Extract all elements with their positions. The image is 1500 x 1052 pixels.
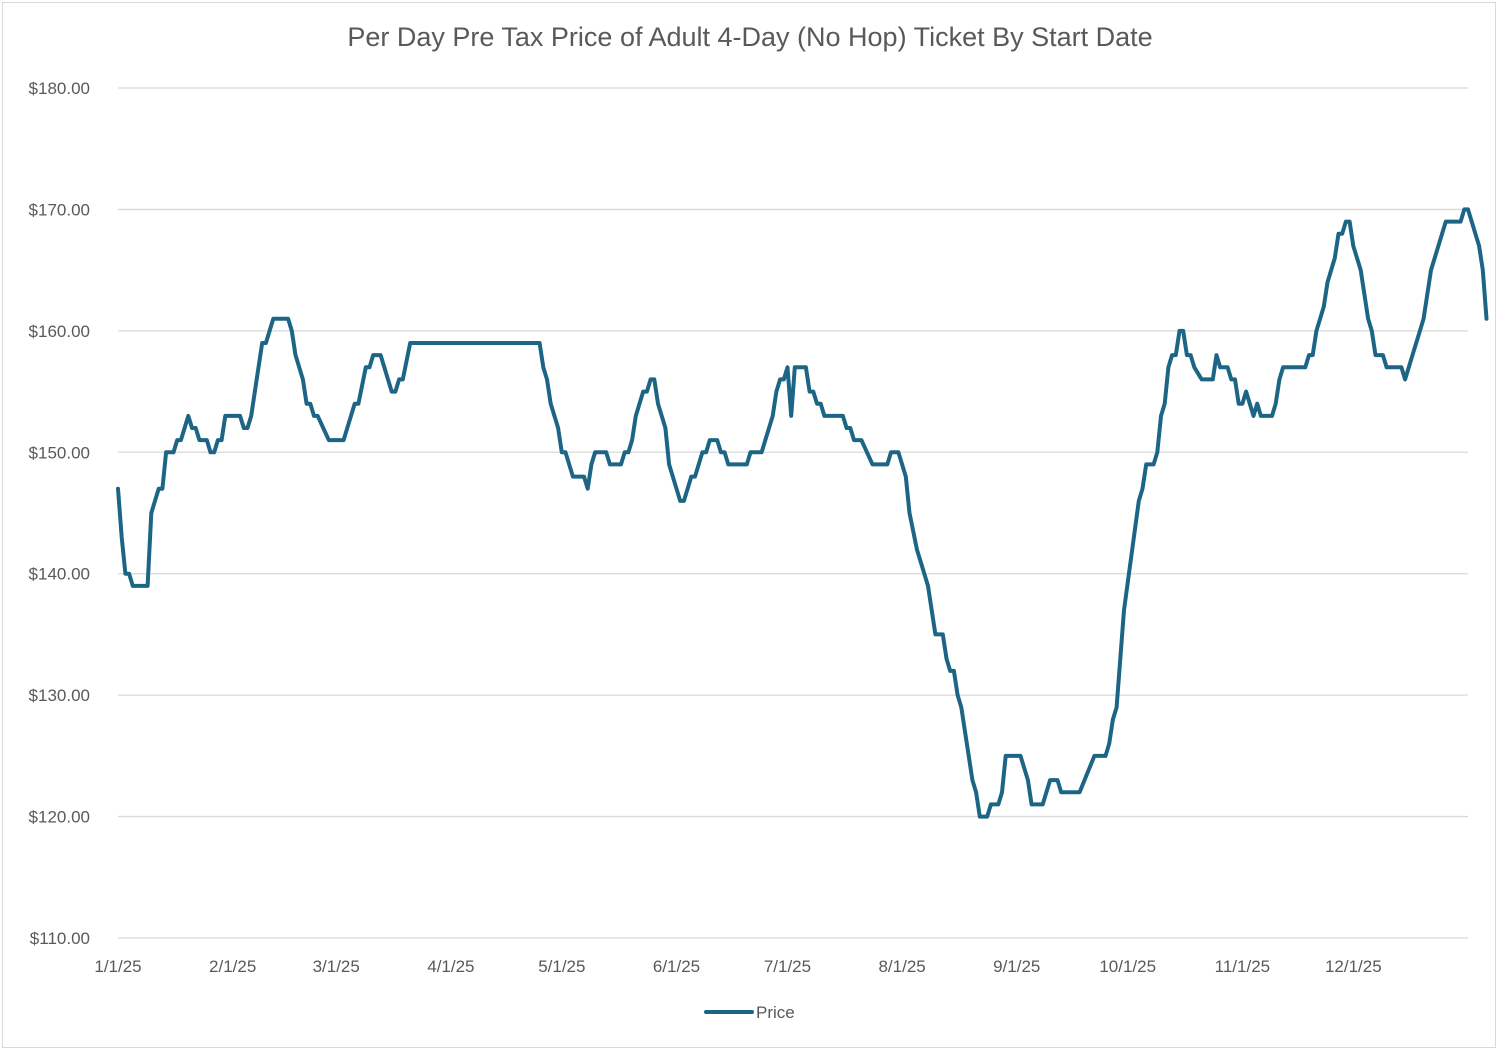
x-tick-label: 1/1/25: [94, 957, 141, 976]
x-tick-label: 8/1/25: [878, 957, 925, 976]
y-axis-tick-labels: $110.00 $120.00 $130.00 $140.00 $150.00 $160.…: [29, 79, 90, 948]
gridlines: [118, 87, 1468, 939]
x-tick-label: 5/1/25: [538, 957, 585, 976]
y-tick-label: $130.00: [29, 686, 90, 705]
x-tick-label: 3/1/25: [313, 957, 360, 976]
x-tick-label: 12/1/25: [1325, 957, 1382, 976]
x-tick-label: 7/1/25: [764, 957, 811, 976]
x-tick-label: 10/1/25: [1099, 957, 1156, 976]
chart-title: Per Day Pre Tax Price of Adult 4-Day (No…: [347, 22, 1153, 52]
y-tick-label: $160.00: [29, 322, 90, 341]
y-tick-label: $110.00: [30, 929, 90, 948]
x-axis-tick-labels: 1/1/25 2/1/25 3/1/25 4/1/25 5/1/25 6/1/25 7/1/…: [94, 957, 1381, 976]
series-layer: [116, 207, 1489, 819]
y-tick-label: $140.00: [29, 565, 90, 584]
x-tick-label: 9/1/25: [993, 957, 1040, 976]
x-tick-label: 6/1/25: [653, 957, 700, 976]
y-tick-label: $150.00: [29, 443, 90, 462]
legend: Price: [704, 1003, 795, 1022]
series-line-price: [116, 207, 1489, 819]
x-tick-label: 4/1/25: [427, 957, 474, 976]
x-tick-label: 11/1/25: [1215, 957, 1270, 976]
y-tick-label: $120.00: [29, 808, 90, 827]
y-tick-label: $170.00: [29, 200, 90, 219]
y-tick-label: $180.00: [29, 79, 90, 98]
x-tick-label: 2/1/25: [209, 957, 256, 976]
legend-label-price: Price: [756, 1003, 795, 1022]
